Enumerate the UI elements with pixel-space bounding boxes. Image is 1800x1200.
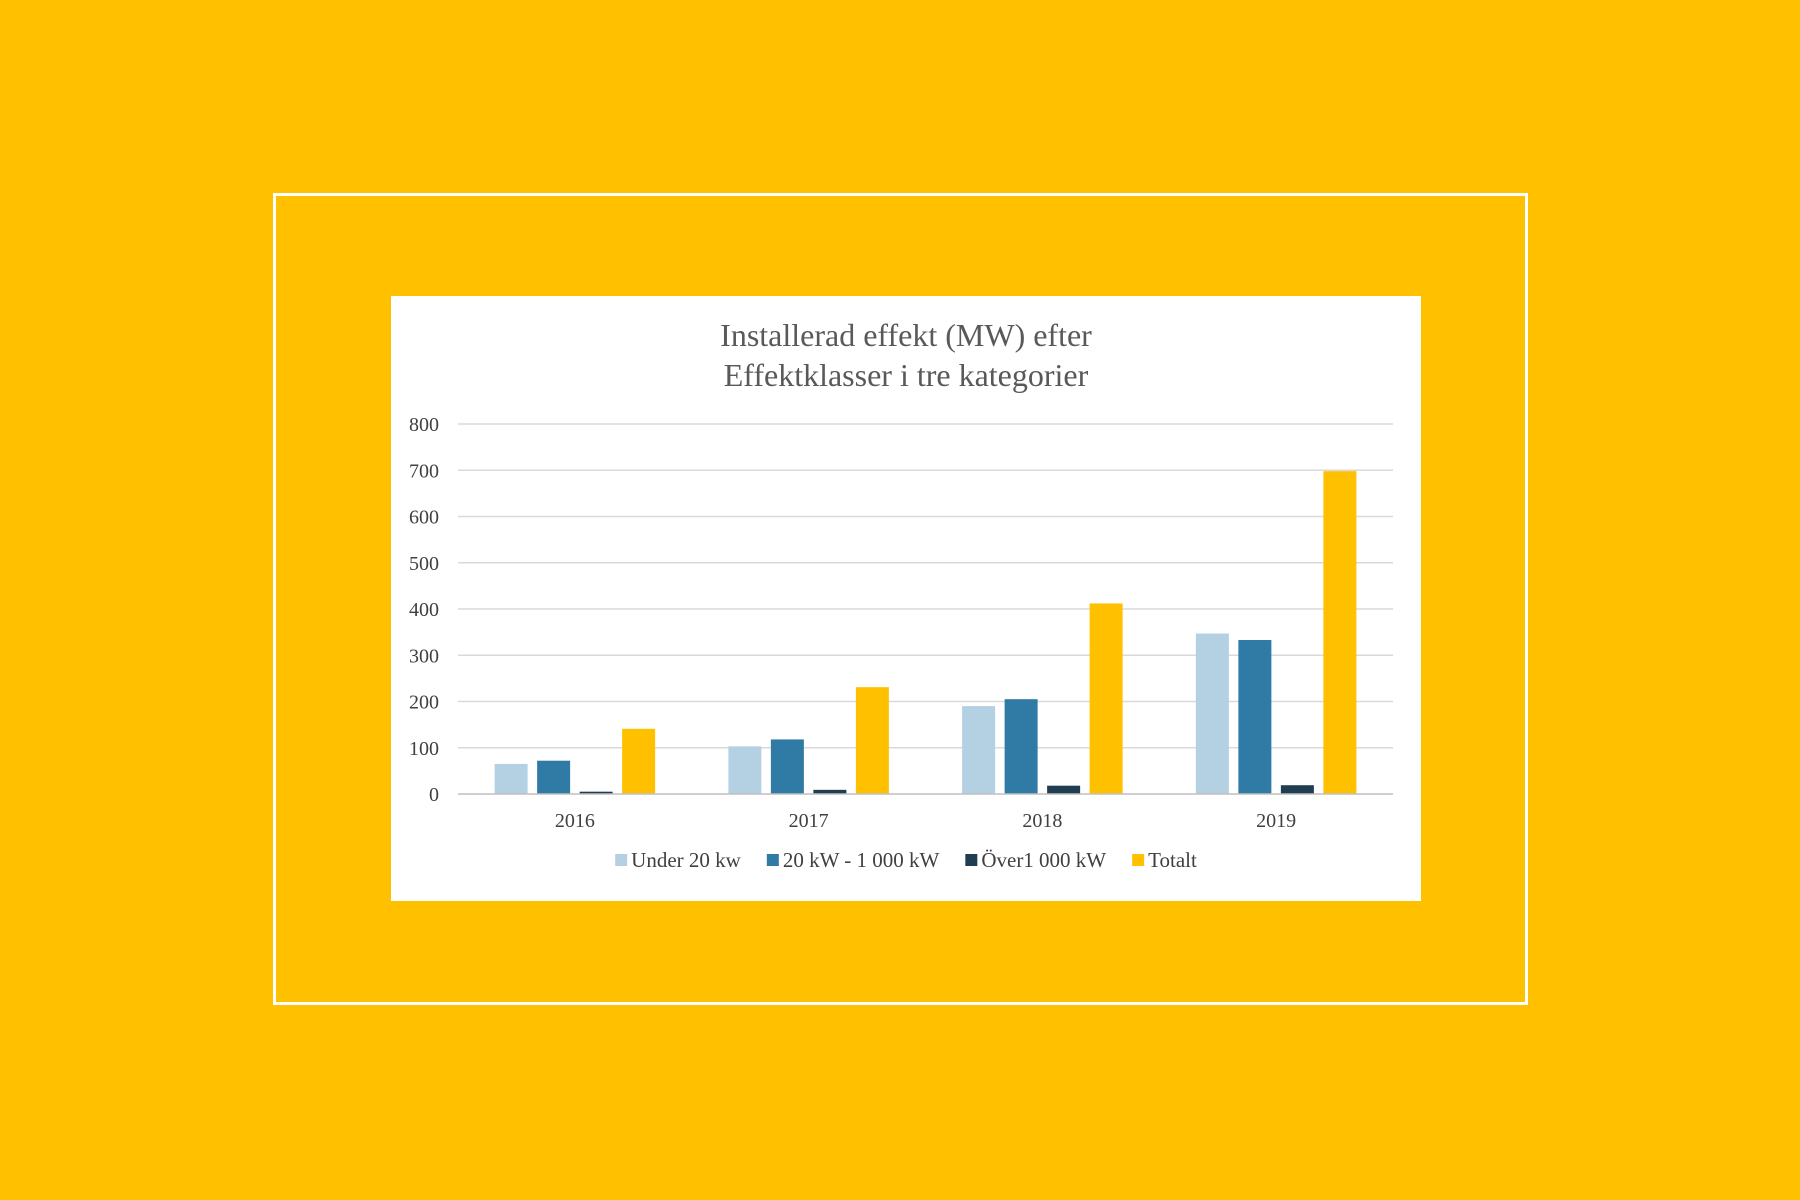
- bar-2016-series-1: [537, 760, 571, 794]
- x-axis-ticks: 2016 2017 2018 2019: [555, 810, 1296, 832]
- chart-title: Installerad effekt (MW) efter Effektklas…: [720, 317, 1092, 393]
- legend: Under 20 kw 20 kW - 1 000 kW Över1 000 kW T…: [615, 848, 1197, 872]
- chart-card: Installerad effekt (MW) efter Effektklas…: [391, 296, 1421, 901]
- y-tick-label: 100: [409, 738, 439, 760]
- bar-2017-series-0: [728, 746, 762, 794]
- bar-2016-series-2: [579, 791, 613, 794]
- y-tick-label: 700: [409, 460, 439, 482]
- bar-2018-series-0: [962, 706, 996, 794]
- white-frame: [273, 193, 1528, 1005]
- legend-label: Under 20 kw: [631, 848, 741, 872]
- legend-label: Totalt: [1148, 848, 1197, 872]
- legend-item: Totalt: [1132, 848, 1197, 872]
- bar-2017-series-1: [770, 739, 804, 794]
- chart-title-line-2: Effektklasser i tre kategorier: [724, 357, 1089, 393]
- chart-title-line-1: Installerad effekt (MW) efter: [720, 317, 1092, 353]
- y-tick-label: 600: [409, 507, 439, 529]
- gridlines: [458, 423, 1393, 749]
- bar-2019-series-3: [1323, 471, 1357, 794]
- x-tick-label: 2019: [1256, 810, 1296, 832]
- legend-label: Över1 000 kW: [981, 848, 1106, 872]
- x-tick-label: 2018: [1022, 810, 1062, 832]
- legend-label: 20 kW - 1 000 kW: [783, 848, 940, 872]
- y-tick-label: 200: [409, 692, 439, 714]
- bar-2018-series-2: [1047, 785, 1081, 794]
- legend-item: Under 20 kw: [615, 848, 742, 872]
- bar-2016-series-3: [622, 728, 656, 794]
- legend-item: Över1 000 kW: [965, 848, 1106, 872]
- bar-2018-series-3: [1089, 603, 1123, 794]
- y-tick-label: 800: [409, 414, 439, 436]
- legend-swatch: [1132, 854, 1145, 866]
- legend-swatch: [615, 854, 628, 866]
- bars: [494, 471, 1357, 794]
- y-tick-label: 300: [409, 645, 439, 667]
- legend-swatch: [965, 854, 978, 866]
- bar-2019-series-1: [1238, 639, 1272, 794]
- bar-2018-series-1: [1004, 699, 1038, 794]
- bar-2016-series-0: [494, 763, 528, 794]
- bar-2017-series-2: [813, 789, 847, 794]
- legend-swatch: [766, 854, 779, 866]
- bar-2017-series-3: [855, 687, 889, 794]
- x-tick-label: 2016: [555, 810, 595, 832]
- bar-2019-series-2: [1280, 785, 1314, 794]
- chart: Installerad effekt (MW) efter Effektklas…: [409, 317, 1393, 872]
- legend-item: 20 kW - 1 000 kW: [766, 848, 940, 872]
- y-tick-label: 0: [429, 784, 439, 806]
- y-tick-label: 500: [409, 553, 439, 575]
- x-tick-label: 2017: [789, 810, 829, 832]
- y-tick-label: 400: [409, 599, 439, 621]
- y-axis-ticks: 0 100 200 300 400 500 600 700 800: [409, 414, 439, 806]
- bar-2019-series-0: [1195, 633, 1229, 794]
